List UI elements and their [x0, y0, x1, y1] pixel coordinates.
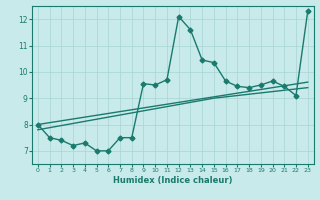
- X-axis label: Humidex (Indice chaleur): Humidex (Indice chaleur): [113, 176, 233, 185]
